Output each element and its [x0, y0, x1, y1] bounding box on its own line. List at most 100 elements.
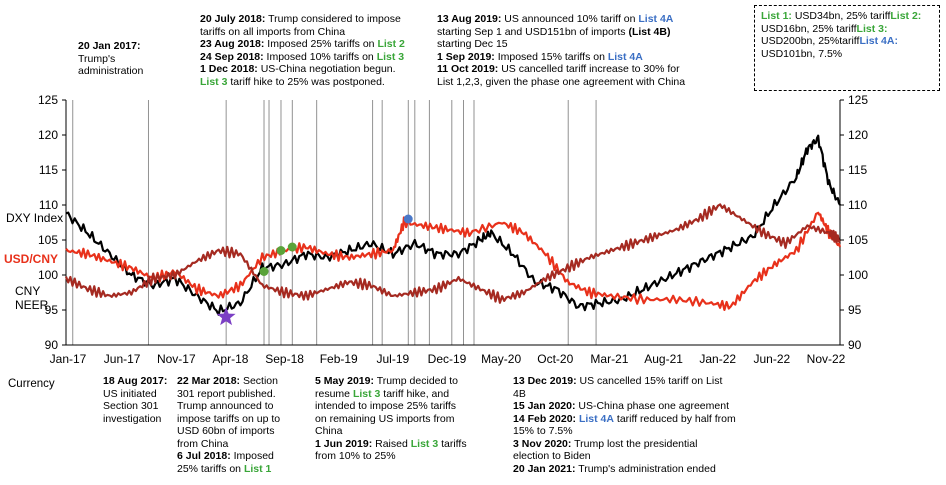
label-dxy: DXY Index: [6, 211, 64, 225]
note-text: List 2: [377, 38, 405, 50]
note-text: tariff reduced by half from: [613, 412, 736, 425]
note-text: 3 Nov 2020:: [513, 437, 572, 450]
note-text: 4B: [513, 387, 526, 400]
note-text: from China: [177, 437, 229, 450]
y-tick-label-left: 120: [38, 128, 58, 142]
note-line: impose tariffs on up to: [177, 413, 280, 426]
note-line: List 1,2,3, given the phase one agreemen…: [437, 76, 685, 89]
label-usdcny: USD/CNY: [4, 252, 59, 266]
note-text: US announced 10% tariff on: [501, 13, 639, 25]
note-line: administration: [78, 65, 143, 78]
x-tick-label: Sep-18: [265, 352, 304, 366]
note-text: tariff hike, and: [380, 387, 450, 400]
note-line: USD 60bn of imports: [177, 425, 280, 438]
note-line: 13 Aug 2019: US announced 10% tariff on …: [437, 13, 685, 26]
note-text: List 1: [243, 462, 272, 475]
series-lines: [64, 134, 842, 316]
note-text: Raised: [372, 437, 411, 450]
y-tick-label-left: 125: [38, 93, 58, 107]
y-axis-left: 90 95 100 105 110 115 120 125: [38, 93, 66, 352]
note-text: administration: [78, 65, 144, 77]
note-text: US cancelled tariff increase to 30% for: [498, 63, 680, 75]
x-tick-label: Dec-19: [428, 352, 467, 366]
label-cny-neer: CNY NEER: [15, 284, 49, 312]
note-line: 1 Dec 2018: US-China negotiation begun.: [200, 63, 405, 76]
x-tick-label: May-20: [481, 352, 521, 366]
note-line: List 4A: USD101bn, 7.5%: [761, 35, 898, 60]
note-text: Section 301: [103, 400, 159, 412]
y-tick-label-right: 120: [848, 128, 868, 142]
series-line: [65, 134, 841, 316]
event-markers: [216, 214, 413, 326]
note-text: tariff: [839, 35, 860, 47]
note-text: tariffs on all imports from China: [200, 25, 346, 38]
note-text: resume: [315, 387, 353, 400]
y-tick-label-left: 95: [45, 303, 59, 317]
note-line: 6 Jul 2018: Imposed: [177, 450, 280, 463]
note-line: 15% to 7.5%: [513, 425, 736, 438]
note-text: 1 Jun 2019:: [315, 437, 373, 450]
tariff-lists-legend: List 1: USD34bn, 25% tariffList 2: USD16…: [754, 5, 940, 91]
plot-area: [65, 100, 841, 346]
note-text: 6 Jul 2018:: [177, 450, 231, 462]
note-line: 18 Aug 2017:: [103, 375, 167, 388]
note-line: starting Sep 1 and USD151bn of imports (…: [437, 26, 685, 39]
note-text: election to Biden: [513, 450, 591, 462]
note-line: 14 Feb 2020: List 4A tariff reduced by h…: [513, 413, 736, 426]
note-text: List 2:: [890, 10, 922, 22]
note-line: 25% tariffs on List 1: [177, 463, 280, 476]
x-tick-label: Jun-22: [754, 352, 791, 366]
x-tick-label: Aug-21: [644, 352, 683, 366]
note-text: 11 Oct 2019:: [437, 63, 499, 75]
note-text: 15 Jan 2020:: [513, 400, 576, 412]
note-line: Section 301: [103, 400, 167, 413]
note-text: List 4A: [607, 50, 643, 63]
x-tick-label: Nov-17: [157, 352, 196, 366]
x-tick-label: Feb-19: [320, 352, 358, 366]
note-text: List 3: [352, 387, 381, 400]
note-currency: Currency: [8, 378, 55, 391]
note-text: Trump lost the presidential: [571, 437, 698, 450]
note-text: Imposed 25% tariffs on: [264, 38, 378, 50]
note-text: 1 Dec 2018:: [200, 63, 258, 75]
note-text: List 3:: [856, 22, 888, 35]
note-text: on remaining US imports from: [315, 412, 455, 425]
note-text: impose tariffs on up to: [177, 412, 281, 425]
note-line: 23 Aug 2018: Imposed 25% tariffs on List…: [200, 38, 405, 51]
note-line: from 10% to 25%: [315, 450, 467, 463]
x-tick-label: Jul-19: [377, 352, 410, 366]
star-marker: [216, 307, 236, 326]
note-line: 5 May 2019: Trump decided to: [315, 375, 467, 388]
note-line: from China: [177, 438, 280, 451]
note-text: 1 Sep 2019:: [437, 50, 495, 63]
note-line: tariffs on all imports from China: [200, 26, 405, 39]
series-line: [64, 203, 841, 304]
y-tick-label-right: 95: [848, 303, 862, 317]
note-text: US-China phase one agreement: [575, 400, 729, 412]
note-text: List 3: [200, 75, 228, 88]
note-text: Imposed 15% tariffs on: [494, 50, 608, 63]
note-line: 4B: [513, 388, 736, 401]
note-text: tariff hike to 25% was postponed.: [227, 75, 385, 88]
x-tick-label: Apr-18: [212, 352, 248, 366]
note-text: List 1:: [761, 10, 792, 22]
note-text: China: [315, 425, 343, 437]
note-text: 24 Sep 2018:: [200, 50, 264, 63]
x-tick-label: Jan-22: [699, 352, 736, 366]
note-text: Trump considered to impose: [265, 13, 401, 25]
note-text: USD200bn, 25%: [761, 35, 840, 47]
note-text: starting Sep 1 and USD151bn of imports: [437, 25, 629, 38]
x-tick-label: Oct-20: [537, 352, 573, 366]
note-text: Trump announced to: [177, 400, 274, 412]
dot-marker: [287, 242, 297, 252]
note-text: List 4A: [638, 13, 674, 25]
note-2017-investigation: 18 Aug 2017: US initiated Section 301 inves…: [103, 375, 167, 425]
note-text: US initiated: [103, 387, 157, 400]
note-line: List 2: USD16bn, 25% tariff: [761, 10, 921, 35]
y-tick-label-left: 105: [38, 233, 58, 247]
y-tick-label-left: 110: [39, 198, 58, 212]
note-text: 23 Aug 2018:: [200, 38, 265, 50]
note-text: starting Dec 15: [437, 38, 508, 50]
y-axis-right: 90 95 100 105 110 115 120 125: [840, 93, 868, 352]
